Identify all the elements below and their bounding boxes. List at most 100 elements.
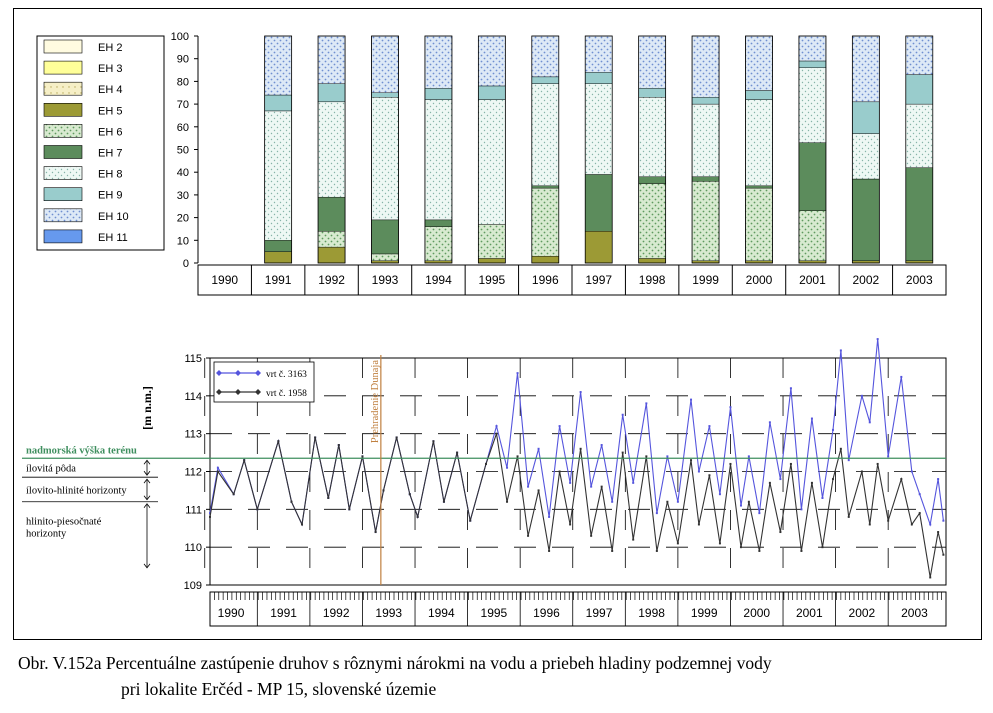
line-point-3163 [506, 466, 509, 469]
line-point-1958 [747, 500, 750, 503]
line-point-3163 [621, 413, 624, 416]
bar-outline-2001 [798, 35, 827, 264]
bar-segment-eh6-1999 [691, 181, 720, 261]
line-point-3163 [579, 391, 582, 394]
bar-segment-eh9-2001 [798, 60, 827, 68]
bar-segment-eh8-2000 [745, 99, 773, 187]
line-series-1958 [209, 433, 944, 578]
bar-segment-eh7-2001 [798, 142, 827, 211]
line-legend-marker [255, 370, 261, 376]
bar-y-tick-label: 30 [177, 190, 189, 202]
bar-segment-eh6-1996 [531, 187, 559, 257]
bar-outline-1994 [424, 35, 453, 264]
line-point-1958 [655, 549, 658, 552]
bar-segment-eh5-1992 [317, 246, 346, 264]
line-point-3163 [718, 493, 721, 496]
line-point-1958 [690, 459, 693, 462]
line-point-1958 [209, 515, 211, 518]
bar-x-axis: 1990 1991 1992 1993 1994 1995 1996 1997 1998 1999… [197, 264, 947, 296]
line-point-1958 [632, 538, 635, 541]
bar-segment-eh6-1992 [317, 231, 346, 248]
bar-segment-eh10-1997 [585, 35, 613, 73]
bar-segment-eh7-1999 [691, 176, 720, 182]
line-point-3163 [739, 504, 742, 507]
line-point-1958 [876, 462, 879, 465]
bar-legend: EH 2 EH 3 EH 4 EH 5 EH 6 EH 7 EH 8 EH 9 EH 10 EH … [36, 35, 165, 251]
bar-y-axis: 0 10 20 30 40 50 60 70 80 90 100 [171, 31, 199, 270]
line-x-tick-label: 2001 [796, 606, 823, 620]
line-x-tick-label: 1995 [481, 606, 508, 620]
bar-segment-eh8-1995 [478, 99, 506, 225]
line-legend-marker [255, 389, 261, 395]
line-legend-marker [235, 389, 241, 395]
bar-segment-eh6-1993 [371, 253, 399, 261]
line-point-3163 [747, 455, 750, 458]
bar-x-tick-label: 1992 [318, 273, 345, 287]
line-point-1958 [900, 478, 903, 481]
line-point-1958 [590, 534, 593, 537]
line-point-3163 [779, 478, 782, 481]
bar-segment-eh7-1992 [317, 196, 346, 232]
bar-segment-eh9-1994 [424, 88, 453, 100]
line-point-1958 [821, 546, 824, 549]
bar-y-tick-label: 40 [177, 167, 189, 179]
bar-segment-eh7-1996 [531, 185, 559, 189]
bar-x-tick-label: 1994 [425, 273, 452, 287]
line-point-1958 [666, 500, 669, 503]
line-y-tick-label: 115 [184, 353, 202, 365]
bar-legend-label: EH 7 [98, 148, 122, 160]
zone-arrow-head-down [143, 470, 151, 476]
line-point-1958 [831, 478, 834, 481]
line-point-1958 [676, 542, 679, 545]
bar-segment-eh8-2003 [905, 103, 933, 168]
bar-segment-eh9-1993 [371, 92, 399, 98]
bar-y-tick-label: 60 [177, 122, 189, 134]
line-point-3163 [558, 425, 561, 428]
line-legend-marker [216, 370, 222, 376]
bar-x-tick-label: 1997 [585, 273, 612, 287]
bar-x-tick-label: 2000 [746, 273, 773, 287]
line-legend-label: vrt č. 1958 [266, 389, 307, 399]
line-legend-box [213, 361, 315, 403]
bar-segment-eh8-1993 [371, 97, 399, 221]
bar-outline-1995 [477, 35, 506, 264]
bar-legend-label: EH 3 [98, 63, 122, 75]
line-point-1958 [337, 444, 340, 447]
bar-y-tick-label: 20 [177, 213, 189, 225]
bar-legend-swatch-eh4 [43, 81, 83, 96]
bar-segment-eh8-2001 [798, 67, 827, 143]
bar-legend-label: EH 10 [98, 211, 129, 223]
line-point-1958 [839, 447, 842, 450]
line-point-3163 [758, 512, 761, 515]
bar-x-tick-label: 1990 [211, 273, 238, 287]
bar-segment-eh9-1995 [478, 85, 506, 100]
bar-y-tick-label: 90 [177, 54, 189, 66]
line-x-tick-label: 1991 [270, 606, 297, 620]
line-point-1958 [290, 500, 293, 503]
line-y-tick-label: 114 [184, 391, 202, 403]
line-point-3163 [548, 515, 551, 518]
line-point-1958 [887, 519, 890, 522]
bar-legend-swatch-eh8 [43, 166, 83, 180]
bar-outline-1997 [584, 35, 613, 264]
bar-legend-swatch-eh2 [43, 39, 83, 54]
bar-y-tick-label: 100 [171, 31, 189, 43]
bar-segment-eh10-1996 [531, 35, 559, 78]
line-point-3163 [708, 425, 711, 428]
line-point-1958 [758, 549, 761, 552]
line-point-1958 [697, 523, 700, 526]
line-point-3163 [516, 372, 519, 375]
figure-caption: Obr. V.152a Percentuálne zastúpenie druh… [18, 650, 983, 702]
line-point-1958 [810, 481, 813, 484]
bar-legend-label: EH 4 [98, 84, 122, 96]
bar-segment-eh9-1996 [531, 76, 559, 84]
bar-plot-area [198, 36, 946, 263]
line-point-1958 [600, 485, 603, 488]
bar-y-tick-label: 50 [177, 145, 189, 157]
line-point-3163 [495, 425, 498, 428]
bar-segment-eh6-2000 [745, 187, 773, 261]
bar-segment-eh10-2000 [745, 35, 773, 91]
line-point-3163 [910, 470, 913, 473]
line-legend-marker [216, 389, 222, 395]
